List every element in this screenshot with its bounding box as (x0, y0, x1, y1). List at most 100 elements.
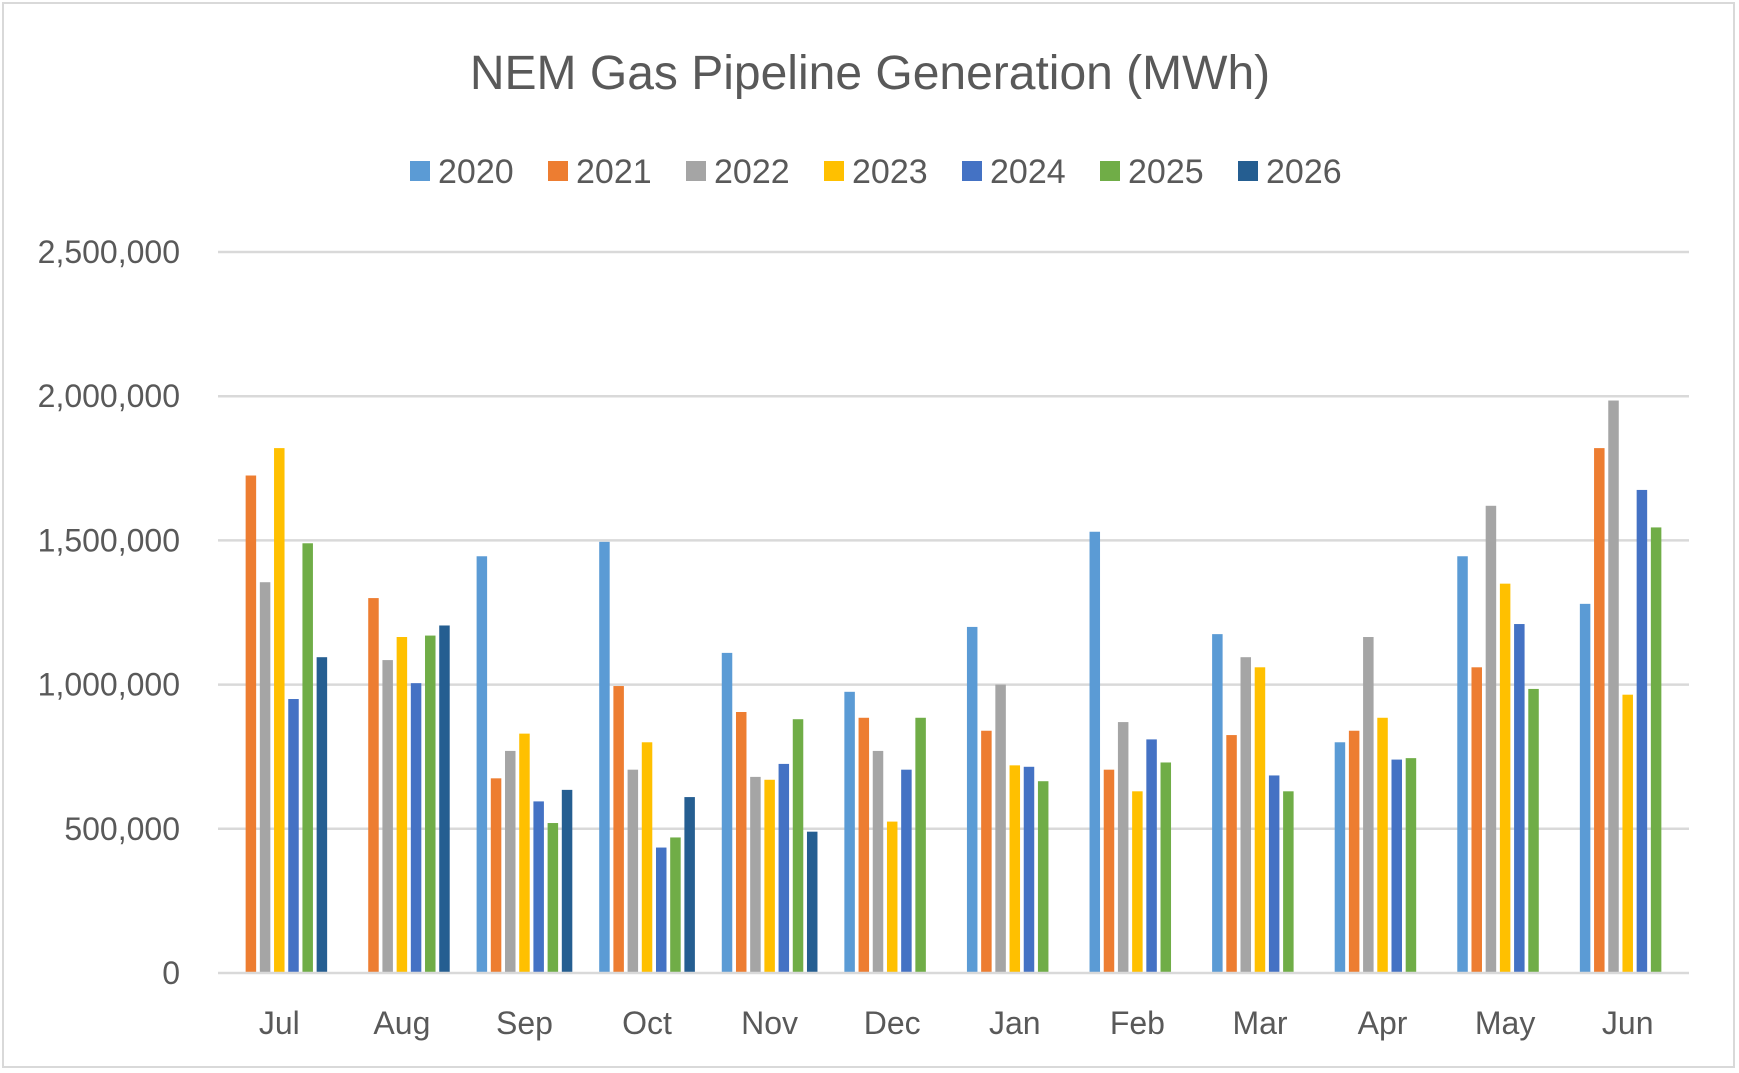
bar-2025-nov (792, 719, 804, 973)
bar-2025-mar (1283, 791, 1294, 973)
y-tick-label: 2,000,000 (38, 378, 180, 414)
legend-label-2025: 2025 (1128, 153, 1204, 191)
bar-2020-sep (476, 556, 488, 973)
y-tick-label: 0 (162, 955, 180, 991)
bar-2022-oct (627, 769, 639, 973)
bar-2023-feb (1132, 791, 1143, 973)
bar-2024-jan (1023, 766, 1035, 973)
bar-2021-sep (490, 778, 502, 973)
bar-2026-sep (561, 789, 573, 973)
bar-2022-nov (750, 776, 761, 973)
bar-2025-oct (670, 837, 681, 973)
x-tick-label: May (1475, 1005, 1535, 1041)
legend-label-2026: 2026 (1266, 153, 1342, 191)
legend-swatch-2024 (962, 161, 982, 181)
bar-2021-dec (858, 717, 870, 973)
bar-2024-apr (1391, 759, 1402, 973)
bar-2021-mar (1226, 735, 1237, 973)
bar-2021-oct (613, 686, 624, 973)
legend-label-2020: 2020 (438, 153, 514, 191)
bar-2020-mar (1212, 634, 1223, 973)
legend-swatch-2025 (1100, 161, 1120, 181)
bar-2026-nov (806, 831, 818, 973)
y-tick-label: 500,000 (64, 811, 180, 847)
x-tick-label: Aug (373, 1005, 430, 1041)
bar-2023-nov (764, 779, 775, 973)
bar-2023-sep (519, 733, 530, 973)
bar-2023-may (1499, 583, 1511, 973)
legend: 2020 2021 2022 2023 2024 2025 2026 (410, 153, 1342, 191)
x-tick-label: Jan (989, 1005, 1041, 1041)
bar-2025-may (1528, 688, 1539, 973)
x-tick-label: Jun (1602, 1005, 1654, 1041)
bar-2020-dec (844, 691, 855, 973)
bar-2022-dec (872, 750, 884, 973)
x-tick-label: Feb (1110, 1005, 1165, 1041)
y-tick-label: 2,500,000 (38, 234, 180, 270)
bar-2022-may (1485, 505, 1497, 973)
bar-2022-jan (995, 684, 1006, 973)
x-tick-label: Sep (496, 1005, 553, 1041)
x-tick-label: Apr (1358, 1005, 1408, 1041)
bar-2022-feb (1117, 722, 1129, 973)
bar-2021-jun (1594, 448, 1605, 973)
legend-swatch-2020 (410, 161, 430, 181)
bar-2024-nov (778, 763, 790, 973)
bar-2022-sep (505, 750, 516, 973)
bar-2024-aug (410, 683, 422, 973)
x-tick-label: Jul (259, 1005, 300, 1041)
bar-2025-jun (1650, 527, 1662, 973)
bar-2021-aug (368, 598, 379, 973)
bar-2021-may (1471, 667, 1482, 973)
bar-2025-sep (547, 823, 559, 973)
y-tick-label: 1,500,000 (38, 522, 180, 558)
bar-2020-feb (1089, 531, 1101, 973)
bar-2020-nov (721, 652, 733, 973)
bar-2024-sep (533, 801, 544, 973)
legend-label-2023: 2023 (852, 153, 928, 191)
bar-2020-jun (1579, 603, 1591, 973)
bar-2023-mar (1254, 667, 1266, 973)
bar-2023-dec (886, 821, 898, 973)
legend-label-2024: 2024 (990, 153, 1066, 191)
bar-2026-oct (684, 797, 695, 973)
bar-2020-oct (599, 541, 610, 973)
bar-2023-apr (1377, 717, 1388, 973)
bars (245, 400, 1662, 973)
legend-swatch-2023 (824, 161, 844, 181)
x-tick-label: Nov (741, 1005, 798, 1041)
bar-2021-nov (735, 712, 747, 973)
y-axis: 0 500,000 1,000,000 1,500,000 2,000,000 2,500… (38, 234, 180, 991)
bar-2026-aug (439, 625, 450, 973)
bar-2020-apr (1334, 742, 1346, 973)
bar-2021-jul (245, 475, 257, 973)
bar-2021-feb (1103, 769, 1115, 973)
x-tick-label: Dec (864, 1005, 921, 1041)
x-tick-label: Oct (622, 1005, 672, 1041)
bar-2025-jan (1037, 781, 1049, 973)
bar-2025-jul (302, 543, 313, 973)
bar-2023-jun (1622, 694, 1633, 973)
bar-2021-apr (1348, 730, 1360, 973)
bar-2024-may (1514, 624, 1525, 973)
x-axis: Jul Aug Sep Oct Nov Dec Jan Feb Mar Apr May Jun (259, 1005, 1654, 1041)
legend-label-2022: 2022 (714, 153, 790, 191)
bar-2024-mar (1268, 775, 1280, 973)
bar-2025-apr (1405, 758, 1417, 973)
bar-2024-oct (655, 847, 667, 973)
bar-2025-dec (915, 717, 926, 973)
bar-2026-jul (316, 657, 328, 973)
bar-2023-oct (641, 742, 653, 973)
gridlines (218, 250, 1689, 831)
legend-label-2021: 2021 (576, 153, 652, 191)
bar-2023-jan (1009, 765, 1021, 973)
bar-2025-aug (425, 635, 436, 973)
bar-2021-jan (981, 730, 992, 973)
bar-2024-jun (1636, 489, 1648, 973)
x-tick-label: Mar (1232, 1005, 1287, 1041)
bar-2022-apr (1363, 637, 1374, 973)
bar-2025-feb (1160, 762, 1172, 973)
bar-2022-mar (1240, 657, 1252, 973)
bar-2022-jun (1608, 400, 1619, 973)
